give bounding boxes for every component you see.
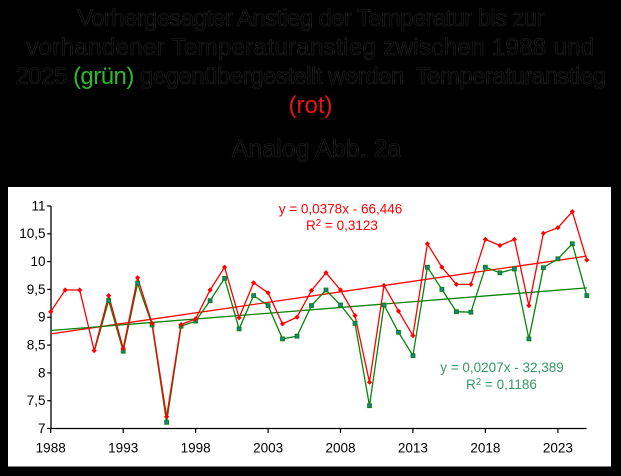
svg-text:y = 0,0207x - 32,389: y = 0,0207x - 32,389 (440, 360, 563, 375)
svg-text:11: 11 (31, 198, 45, 213)
svg-text:8,5: 8,5 (27, 338, 46, 353)
svg-text:2008: 2008 (325, 441, 355, 456)
svg-text:2003: 2003 (253, 441, 283, 456)
svg-text:7,5: 7,5 (27, 393, 46, 408)
svg-text:y = 0,0378x - 66,446: y = 0,0378x - 66,446 (279, 202, 402, 217)
svg-text:8: 8 (38, 365, 46, 380)
svg-text:2023: 2023 (543, 441, 573, 456)
svg-text:9,5: 9,5 (27, 282, 46, 297)
svg-text:9: 9 (38, 310, 46, 325)
svg-text:7: 7 (38, 421, 46, 436)
svg-text:1998: 1998 (181, 441, 211, 456)
svg-text:1993: 1993 (108, 441, 138, 456)
svg-text:10: 10 (30, 254, 45, 269)
svg-text:1988: 1988 (36, 441, 66, 456)
svg-text:2018: 2018 (470, 441, 500, 456)
svg-text:10,5: 10,5 (19, 226, 45, 241)
svg-text:R2 = 0,3123: R2 = 0,3123 (306, 218, 378, 233)
svg-text:R2 = 0,1186: R2 = 0,1186 (466, 377, 537, 392)
svg-text:2013: 2013 (398, 441, 428, 456)
